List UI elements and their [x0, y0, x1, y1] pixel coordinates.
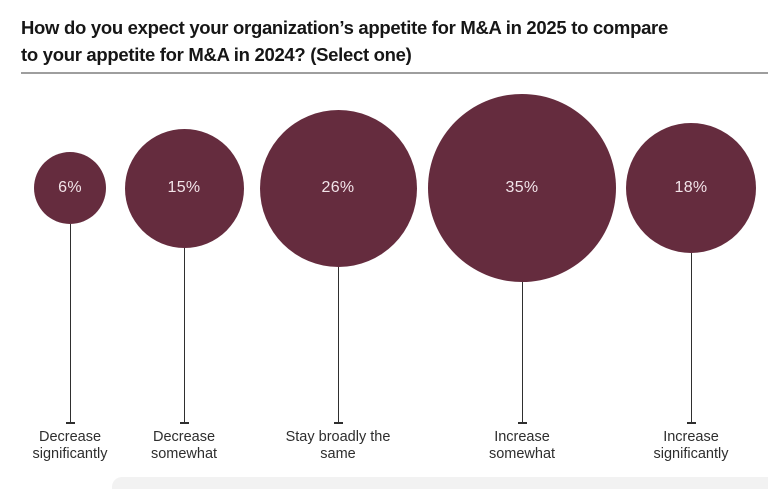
bubble-value-label: 18% [674, 179, 708, 196]
stem-line [183, 247, 185, 423]
chart-title-line-1: How do you expect your organization’s ap… [21, 17, 668, 38]
bubble: 26% [259, 109, 417, 267]
category-label: Decrease significantly [32, 429, 108, 462]
title-underline [21, 72, 768, 74]
category-label: Increase somewhat [488, 429, 556, 462]
stem-line [337, 266, 339, 423]
bubble: 35% [428, 94, 616, 282]
stem-end-tick [179, 422, 189, 424]
stem-line [690, 253, 692, 423]
stem-line [69, 224, 71, 423]
bubble-value-label: 6% [58, 179, 82, 196]
chart-title: How do you expect your organization’s ap… [21, 14, 768, 68]
bubble: 18% [626, 123, 756, 253]
bubble-value-label: 15% [167, 179, 201, 196]
stem-end-tick [517, 422, 527, 424]
category-label: Increase significantly [653, 429, 729, 462]
bubble: 6% [34, 152, 106, 224]
category-label: Decrease somewhat [150, 429, 218, 462]
category-label: Stay broadly the same [285, 429, 391, 462]
stem-end-tick [686, 422, 696, 424]
stem-end-tick [333, 422, 343, 424]
chart-title-line-2: to your appetite for M&A in 2024? (Selec… [21, 44, 412, 65]
stem-end-tick [65, 422, 75, 424]
bubble-value-label: 26% [321, 179, 355, 196]
bottom-divider-bar [112, 477, 768, 489]
bubble-value-label: 35% [505, 179, 539, 196]
bubble: 15% [124, 128, 244, 248]
stem-line [521, 282, 523, 423]
